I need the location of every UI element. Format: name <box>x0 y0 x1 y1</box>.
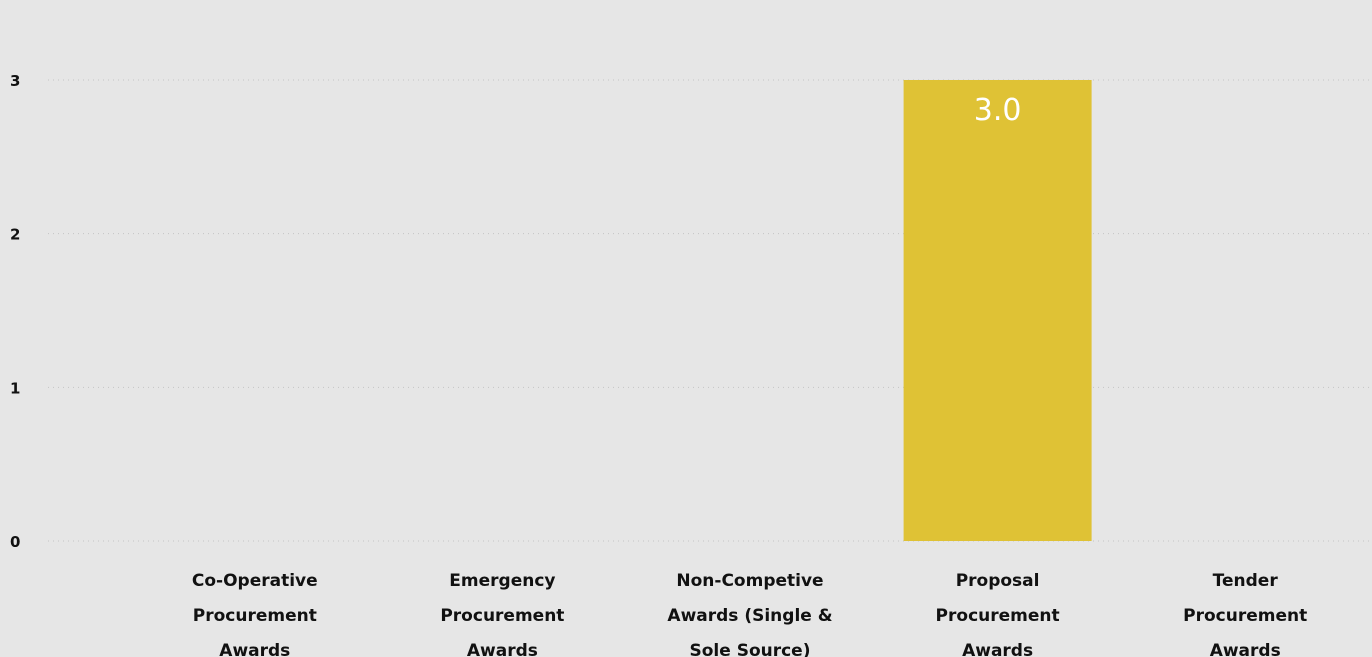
y-axis-ticks: 0 1 2 3 <box>10 72 20 551</box>
x-tick-label-line: Co-Operative <box>192 571 318 591</box>
x-tick-label: Non-Competive Awards (Single & Sole Source… <box>667 571 832 657</box>
data-labels: 3.0 <box>974 93 1022 128</box>
gridlines <box>48 79 1372 542</box>
bar <box>903 80 1092 541</box>
x-tick-label-line: Procurement <box>193 606 317 626</box>
x-axis-ticks: Co-Operative Procurement Awards Emergency Pr… <box>192 571 1307 657</box>
x-tick-label-line: Awards <box>219 641 290 657</box>
y-tick-label: 0 <box>10 533 20 551</box>
x-tick-label-line: Sole Source) <box>690 641 811 657</box>
y-tick-label: 3 <box>10 72 20 90</box>
x-tick-label-line: Proposal <box>956 571 1040 591</box>
x-tick-label-line: Procurement <box>936 606 1060 626</box>
x-tick-label-line: Awards <box>467 641 538 657</box>
data-label: 3.0 <box>974 93 1022 128</box>
x-tick-label-line: Emergency <box>449 571 555 591</box>
x-tick-label: Proposal Procurement Awards <box>936 571 1060 657</box>
x-tick-label-line: Non-Competive <box>676 571 823 591</box>
y-tick-label: 1 <box>10 379 20 397</box>
x-tick-label-line: Awards (Single & <box>667 606 832 626</box>
x-tick-label-line: Procurement <box>1183 606 1307 626</box>
bars <box>903 80 1092 541</box>
x-tick-label: Tender Procurement Awards <box>1183 571 1307 657</box>
y-tick-label: 2 <box>10 226 20 244</box>
x-tick-label: Co-Operative Procurement Awards <box>192 571 318 657</box>
x-tick-label-line: Tender <box>1213 571 1279 591</box>
x-tick-label-line: Procurement <box>440 606 564 626</box>
x-tick-label-line: Awards <box>962 641 1033 657</box>
x-tick-label-line: Awards <box>1210 641 1281 657</box>
x-tick-label: Emergency Procurement Awards <box>440 571 564 657</box>
